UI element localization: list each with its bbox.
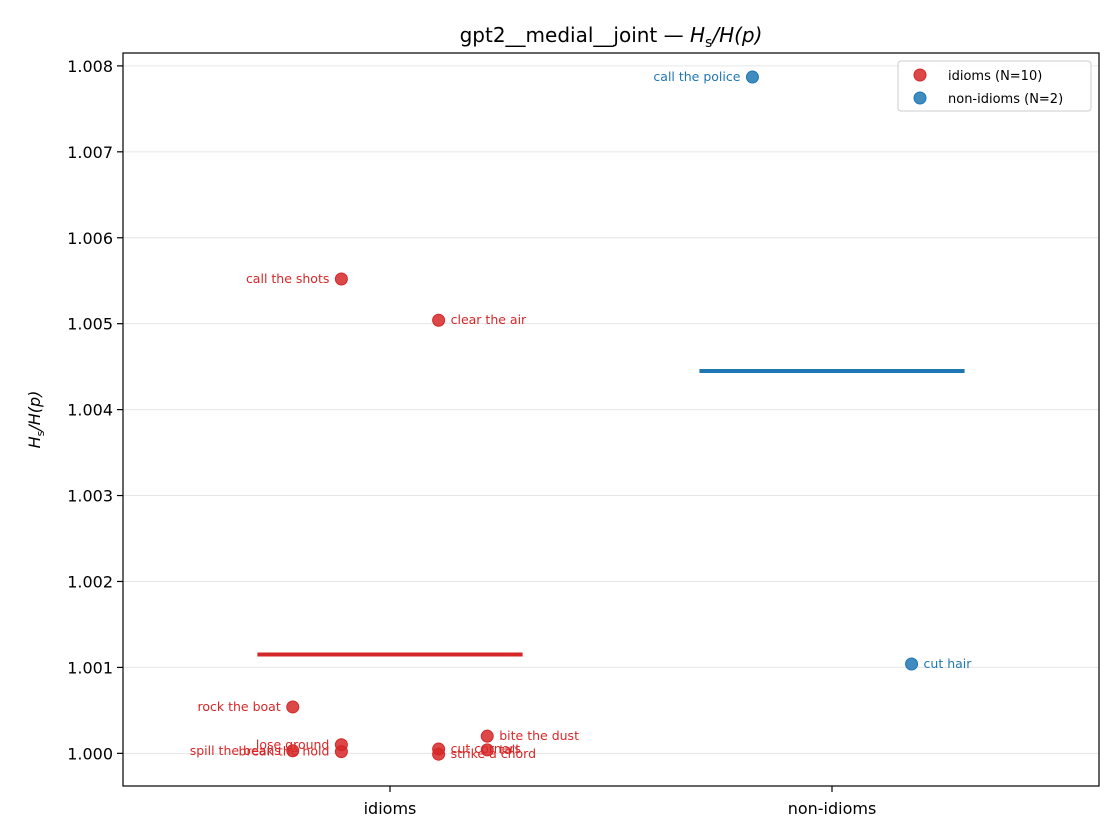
legend-label: non-idioms (N=2): [948, 92, 1063, 107]
point-label: clear the air: [451, 312, 527, 327]
data-point: [480, 729, 494, 743]
mean-lines: [257, 368, 965, 657]
title-prefix: gpt2__medial__joint —: [460, 23, 690, 47]
y-tick-label: 1.005: [67, 315, 113, 334]
legend-marker: [913, 68, 927, 82]
point-label: bite the dust: [499, 728, 579, 743]
y-tick-label: 1.004: [67, 401, 113, 420]
legend-label: idioms (N=10): [948, 69, 1042, 84]
point-label: lose ground: [256, 737, 330, 752]
point-label: rock the boat: [198, 699, 281, 714]
data-point: [905, 657, 919, 671]
title-math-sub: s: [705, 35, 712, 51]
data-point: [432, 313, 446, 327]
point-labels: call the shots clear the air rock the boat…: [190, 69, 973, 761]
plot-frame: [122, 52, 1100, 787]
legend-box: [897, 60, 1092, 112]
point-label: tail: [499, 742, 519, 757]
y-axis: 1.000 1.001 1.002 1.003 1.004 1.005 1.006 1.007…: [67, 57, 123, 763]
point-label: break the hold: [239, 744, 330, 759]
data-points: [286, 70, 919, 761]
data-point: [286, 744, 300, 758]
legend: idioms (N=10) non-idioms (N=2): [897, 60, 1092, 112]
data-point: [432, 747, 446, 761]
x-tick-label: idioms: [364, 799, 417, 818]
data-point: [334, 745, 348, 759]
data-point: [286, 700, 300, 714]
y-tick-label: 1.001: [67, 658, 113, 677]
title-math-rest: /H(p): [710, 23, 762, 47]
x-axis: idioms non-idioms: [364, 786, 877, 818]
y-tick-label: 1.000: [67, 744, 113, 763]
ylabel-rest: /H(p): [25, 391, 44, 433]
ylabel-sub: s: [34, 430, 47, 436]
ylabel-h: H: [25, 436, 44, 448]
point-label: cut corners: [451, 741, 521, 756]
y-tick-label: 1.006: [67, 229, 113, 248]
y-tick-label: 1.003: [67, 487, 113, 506]
point-label: cut hair: [924, 656, 973, 671]
y-tick-label: 1.002: [67, 572, 113, 591]
legend-marker: [913, 91, 927, 105]
chart-title: gpt2__medial__joint — Hs/H(p): [460, 23, 763, 51]
y-tick-label: 1.008: [67, 57, 113, 76]
point-label: strike a chord: [451, 746, 536, 761]
point-label: call the shots: [246, 271, 329, 286]
y-axis-label: Hs/H(p): [25, 391, 47, 449]
data-point: [480, 743, 494, 757]
x-tick-label: non-idioms: [788, 799, 877, 818]
data-point: [745, 70, 759, 84]
title-math-h: H: [690, 23, 705, 47]
data-point: [334, 272, 348, 286]
point-label: call the police: [653, 69, 740, 84]
point-label: spill the beans: [190, 743, 281, 758]
y-tick-label: 1.007: [67, 143, 113, 162]
grid-lines: [123, 65, 1099, 754]
